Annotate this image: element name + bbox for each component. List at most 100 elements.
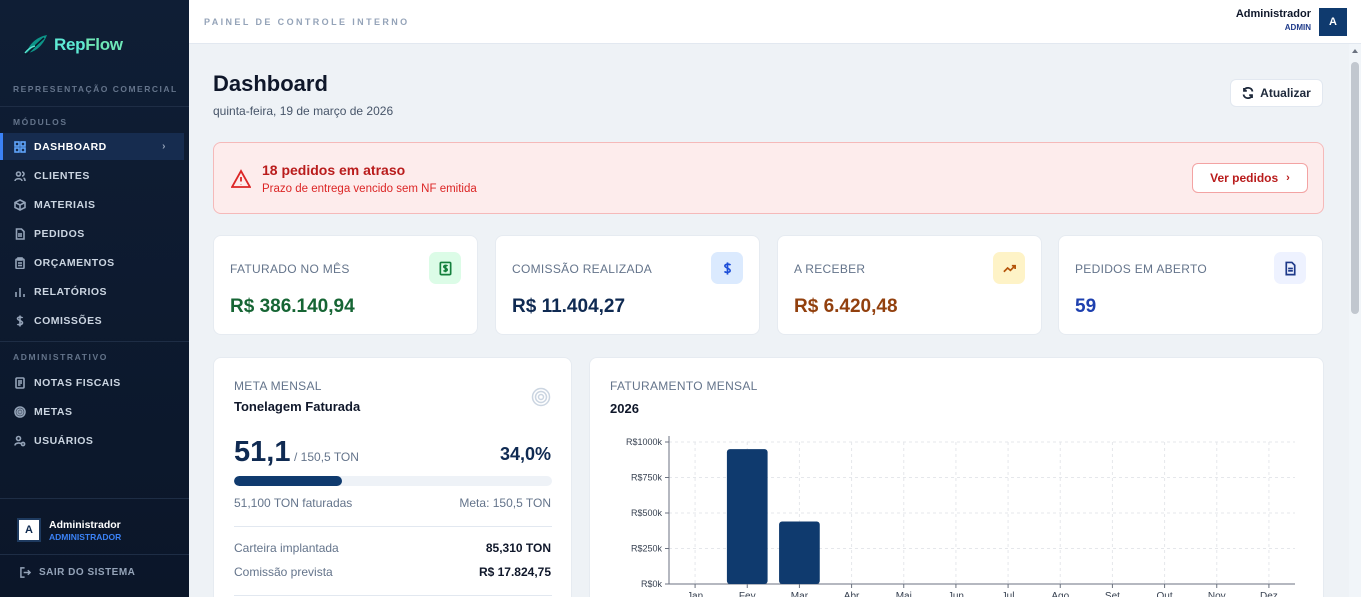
alert-title: 18 pedidos em atraso [262, 162, 406, 178]
kpi-card-comissao: COMISSÃO REALIZADA R$ 11.404,27 [495, 235, 760, 335]
sidebar-item-metas[interactable]: METAS [0, 398, 184, 425]
x-tick-label: Jul [1002, 591, 1015, 597]
kpi-label: PEDIDOS EM ABERTO [1075, 262, 1208, 276]
topbar-title: PAINEL DE CONTROLE INTERNO [204, 17, 410, 27]
refresh-icon [1242, 87, 1254, 99]
scroll-up-arrow-icon[interactable] [1352, 49, 1358, 53]
cash-icon [429, 252, 461, 284]
topbar-user-name: Administrador [1235, 8, 1311, 20]
sidebar-divider [0, 341, 189, 342]
topbar-user[interactable]: Administrador ADMIN [1236, 8, 1311, 32]
brand-suffix: Flow [85, 35, 123, 54]
meta-row-label: Comissão prevista [234, 565, 333, 579]
refresh-button[interactable]: Atualizar [1230, 79, 1323, 107]
page-scrollbar[interactable] [1349, 44, 1361, 597]
meta-progress-fill [234, 476, 343, 486]
revenue-bar-chart: R$0k R$250k R$500k R$750k R$1000k Jan Fev Mar Ab… [626, 436, 1295, 597]
trending-up-icon [993, 252, 1025, 284]
receipt-icon [14, 376, 26, 389]
sidebar-divider [0, 106, 189, 107]
x-tick-label: Mar [791, 591, 809, 597]
bar-chart-icon [14, 286, 26, 298]
meta-row-value: R$ 17.824,75 [478, 565, 551, 579]
sidebar-item-label: METAS [34, 405, 73, 418]
y-tick-label: R$250k [631, 544, 663, 554]
avatar[interactable]: A [1319, 8, 1347, 36]
overdue-alert: 18 pedidos em atraso Prazo de entrega ve… [213, 142, 1324, 214]
x-tick-label: Abr [844, 591, 860, 597]
kpi-label: FATURADO NO MÊS [230, 262, 350, 276]
target-icon [531, 387, 551, 407]
kpi-value: 59 [1075, 296, 1097, 317]
sidebar-item-notas-fiscais[interactable]: NOTAS FISCAIS [0, 369, 184, 396]
chart-subtitle: 2026 [610, 401, 639, 416]
dollar-icon [14, 315, 26, 327]
scrollbar-thumb[interactable] [1351, 62, 1359, 314]
bar [779, 521, 820, 584]
x-tick-label: Dez [1260, 591, 1278, 597]
meta-target: / 150,5 TON [294, 450, 359, 464]
brand-logo[interactable]: RepFlow [22, 30, 123, 60]
meta-progress-bar [234, 476, 552, 486]
view-orders-label: Ver pedidos [1210, 171, 1279, 185]
x-tick-label: Set [1105, 591, 1120, 597]
sidebar-item-dashboard[interactable]: DASHBOARD › [0, 133, 184, 160]
y-tick-label: R$0k [641, 579, 663, 589]
kpi-value: R$ 386.140,94 [230, 296, 355, 317]
sidebar-item-relatorios[interactable]: RELATÓRIOS [0, 278, 184, 305]
clipboard-icon [14, 256, 26, 269]
meta-footer-right: Meta: 150,5 TON [459, 496, 551, 510]
box-icon [14, 198, 26, 211]
bar [726, 449, 768, 584]
x-tick-label: Out [1157, 591, 1173, 597]
x-tick-label: Jan [687, 591, 703, 597]
logout-button[interactable]: SAIR DO SISTEMA [20, 567, 135, 578]
warning-triangle-icon [230, 169, 252, 189]
sidebar: RepFlow REPRESENTAÇÃO COMERCIAL MÓDULOS … [0, 0, 189, 597]
sidebar-item-pedidos[interactable]: PEDIDOS [0, 220, 184, 247]
brand-prefix: Rep [54, 35, 86, 54]
sidebar-item-orcamentos[interactable]: ORÇAMENTOS [0, 249, 184, 276]
y-tick-label: R$500k [631, 508, 663, 518]
logout-icon [20, 567, 31, 578]
avatar: A [17, 518, 41, 542]
meta-subtitle: Tonelagem Faturada [234, 399, 361, 414]
kpi-label: COMISSÃO REALIZADA [512, 262, 653, 276]
page-title: Dashboard [213, 71, 328, 96]
chevron-right-icon: › [1286, 172, 1290, 184]
leaf-logo-icon [24, 35, 47, 56]
brand-name: RepFlow [54, 35, 123, 55]
sidebar-item-comissoes[interactable]: COMISSÕES [0, 307, 184, 334]
section-admin-label: ADMINISTRATIVO [13, 352, 108, 362]
sidebar-item-label: USUÁRIOS [34, 434, 94, 447]
users-icon [14, 170, 26, 182]
sidebar-item-label: NOTAS FISCAIS [34, 376, 121, 389]
page-date: quinta-feira, 19 de março de 2026 [213, 104, 394, 118]
kpi-card-faturado: FATURADO NO MÊS R$ 386.140,94 [213, 235, 478, 335]
divider [234, 526, 552, 527]
view-orders-button[interactable]: Ver pedidos › [1192, 163, 1308, 193]
kpi-card-pedidos-abertos: PEDIDOS EM ABERTO 59 [1058, 235, 1323, 335]
logout-label: SAIR DO SISTEMA [39, 567, 136, 578]
sidebar-item-materiais[interactable]: MATERIAIS [0, 191, 184, 218]
sidebar-user-role: ADMINISTRADOR [49, 531, 122, 542]
sidebar-item-label: CLIENTES [34, 169, 90, 182]
sidebar-item-label: MATERIAIS [34, 198, 96, 211]
target-icon [14, 405, 26, 418]
kpi-card-a-receber: A RECEBER R$ 6.420,48 [777, 235, 1042, 335]
sidebar-item-clientes[interactable]: CLIENTES [0, 162, 184, 189]
revenue-chart-card: FATURAMENTO MENSAL 2026 R$0k R$250k R$500k… [589, 357, 1324, 597]
x-tick-label: Fev [739, 591, 756, 597]
x-tick-label: Mai [896, 591, 912, 597]
chart-title: FATURAMENTO MENSAL [610, 379, 758, 393]
x-tick-label: Jun [948, 591, 964, 597]
sidebar-item-usuarios[interactable]: USUÁRIOS [0, 427, 184, 454]
meta-percent: 34,0% [499, 444, 551, 464]
meta-row-label: Carteira implantada [234, 541, 339, 555]
dollar-icon [711, 252, 743, 284]
x-tick-label: Nov [1208, 591, 1226, 597]
meta-footer-left: 51,100 TON faturadas [234, 496, 353, 510]
refresh-label: Atualizar [1260, 86, 1311, 100]
y-tick-label: R$750k [631, 473, 663, 483]
tagline: REPRESENTAÇÃO COMERCIAL [13, 84, 178, 94]
